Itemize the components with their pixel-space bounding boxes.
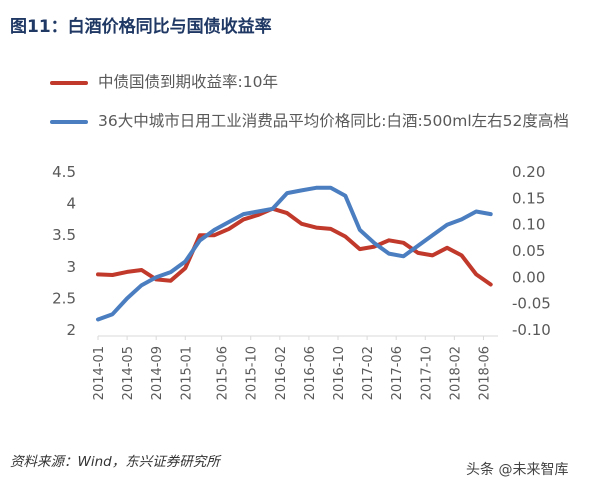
x-tick-label: 2014-09 — [150, 346, 165, 400]
legend-swatch-bond-yield — [50, 81, 88, 85]
y-right-tick-label: -0.05 — [512, 295, 551, 313]
x-tick-label: 2017-02 — [361, 346, 376, 400]
y-right-tick-label: 0.05 — [512, 242, 545, 260]
y-right-tick-label: -0.10 — [512, 321, 551, 339]
x-tick-label: 2016-02 — [274, 346, 289, 400]
series-line-baijiu-price — [96, 185, 493, 322]
x-tick-label: 2014-01 — [92, 346, 107, 400]
y-right-tick-label: 0.10 — [512, 216, 545, 234]
x-tick-label: 2017-10 — [419, 346, 434, 400]
figure-title: 图11：白酒价格同比与国债收益率 — [10, 17, 272, 37]
watermark: 头条 @未来智库 — [466, 462, 569, 478]
x-tick-label: 2017-06 — [390, 346, 405, 400]
x-tick-label: 2015-01 — [179, 346, 194, 400]
y-right-tick-label: 0.15 — [512, 189, 545, 207]
x-tick-label: 2014-05 — [121, 346, 136, 400]
y-left-tick-label: 2.5 — [52, 289, 76, 307]
legend-item-bond-yield: 中债国债到期收益率:10年 — [50, 72, 570, 93]
x-tick-label: 2018-02 — [448, 346, 463, 400]
legend-swatch-baijiu-price — [50, 120, 88, 124]
legend-label-bond-yield: 中债国债到期收益率:10年 — [98, 73, 278, 91]
y-left-tick-label: 2 — [66, 321, 76, 339]
legend-label-baijiu-price: 36大中城市日用工业消费品平均价格同比:白酒:500ml左右52度高档 — [98, 112, 569, 130]
y-left-tick-label: 4 — [66, 195, 76, 213]
x-tick-label: 2016-06 — [303, 346, 318, 400]
y-right-tick-label: 0.20 — [512, 163, 545, 181]
y-left-tick-label: 3 — [66, 258, 76, 276]
y-left-tick-label: 3.5 — [52, 226, 76, 244]
source-note: 资料来源：Wind，东兴证券研究所 — [10, 454, 220, 470]
x-tick-label: 2018-06 — [477, 346, 492, 400]
x-tick-label: 2015-06 — [216, 346, 231, 400]
legend-item-baijiu-price: 36大中城市日用工业消费品平均价格同比:白酒:500ml左右52度高档 — [50, 111, 580, 132]
x-tick-label: 2016-10 — [332, 346, 347, 400]
y-right-tick-label: 0.00 — [512, 268, 545, 286]
series-line-bond-yield — [96, 206, 493, 287]
y-left-tick-label: 4.5 — [52, 163, 76, 181]
x-tick-label: 2015-10 — [245, 346, 260, 400]
